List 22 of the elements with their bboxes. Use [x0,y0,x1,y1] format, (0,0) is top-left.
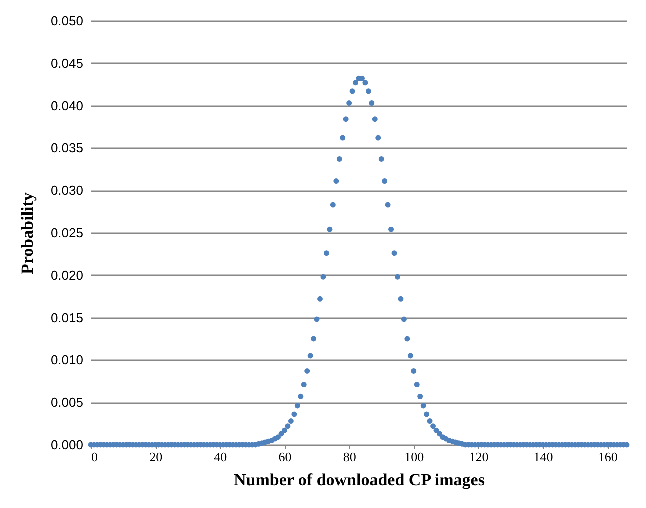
x-tick-label: 140 [534,450,554,464]
x-tick-label: 120 [469,450,489,464]
x-tick-label: 60 [278,450,292,464]
y-axis-title: Probability [18,192,37,274]
y-tick-label: 0.005 [50,395,84,410]
x-tick-label: 40 [214,450,228,464]
y-tick-label: 0.050 [50,14,84,28]
x-tick-label: 80 [343,450,356,464]
y-tick-label: 0.040 [50,98,84,114]
y-tick-label: 0.030 [50,183,84,198]
y-tick-label: 0.010 [50,352,84,368]
x-tick-label: 160 [598,450,618,464]
y-tick-label: 0.000 [50,438,84,452]
y-tick-label: 0.015 [50,310,84,326]
x-tick-label: 100 [404,450,424,464]
x-tick-label: 0 [92,450,98,464]
y-tick-label: 0.045 [50,56,84,71]
x-tick-label: 20 [150,450,163,464]
x-axis-title: Number of downloaded CP images [234,470,486,490]
y-tick-label: 0.025 [50,226,84,240]
y-tick-label: 0.020 [50,268,84,283]
y-tick-label: 0.035 [50,140,84,156]
